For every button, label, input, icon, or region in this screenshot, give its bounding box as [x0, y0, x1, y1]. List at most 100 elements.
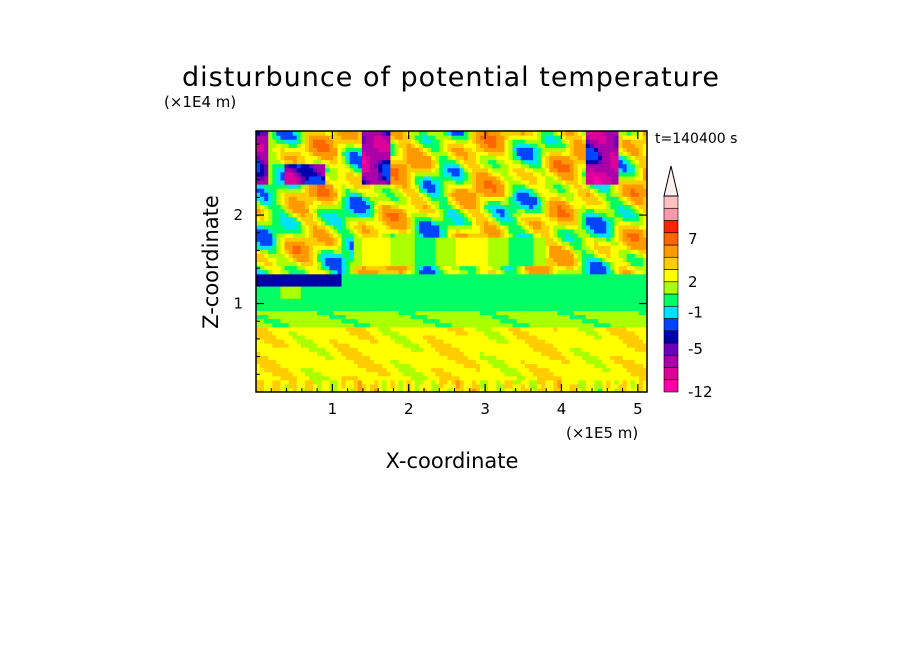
field-cell [516, 285, 522, 291]
field-cell [402, 273, 408, 279]
field-cell [541, 216, 546, 222]
field-cell [422, 232, 428, 238]
field-cell [439, 151, 444, 157]
field-cell [492, 338, 497, 344]
field-cell [410, 147, 416, 152]
field-cell [459, 281, 465, 287]
field-cell [557, 200, 563, 206]
field-cell [284, 196, 290, 201]
field-cell [345, 135, 351, 140]
field-cell [484, 298, 489, 303]
field-cell [280, 159, 286, 165]
field-cell [341, 163, 347, 169]
field-cell [484, 155, 489, 161]
field-cell [451, 175, 457, 181]
field-cell [337, 330, 343, 336]
field-cell [418, 334, 424, 340]
field-cell [504, 343, 510, 348]
field-cell [321, 273, 326, 279]
field-cell [541, 171, 546, 177]
field-cell [553, 347, 558, 352]
field-cell [451, 351, 457, 356]
field-cell [300, 347, 306, 352]
field-cell [431, 204, 436, 210]
field-cell [325, 322, 330, 328]
field-cell [447, 351, 453, 356]
field-cell [431, 383, 436, 389]
field-cell [357, 139, 363, 144]
field-cell [549, 212, 554, 218]
field-cell [394, 163, 400, 169]
field-cell [313, 151, 318, 157]
field-cell [561, 131, 567, 136]
field-cell [492, 371, 497, 377]
field-cell [321, 167, 326, 173]
field-cell [341, 379, 347, 385]
field-cell [329, 383, 334, 389]
field-cell [374, 241, 379, 246]
field-cell [345, 285, 351, 291]
field-cell [317, 232, 322, 238]
field-cell [435, 167, 440, 173]
field-cell [549, 135, 554, 140]
field-cell [256, 196, 261, 201]
field-cell [467, 184, 473, 189]
field-cell [402, 167, 408, 173]
field-cell [325, 179, 330, 185]
field-cell [410, 171, 416, 177]
field-cell [435, 351, 440, 356]
field-cell [272, 257, 277, 263]
field-cell [545, 383, 550, 389]
field-cell [325, 351, 330, 356]
field-cell [520, 383, 526, 389]
field-cell [512, 167, 518, 173]
field-cell [471, 306, 477, 312]
field-cell [443, 192, 449, 197]
field-cell [484, 318, 489, 324]
field-cell [512, 318, 518, 324]
field-cell [439, 200, 444, 206]
field-cell [549, 359, 554, 365]
field-cell [561, 306, 567, 312]
field-cell [288, 257, 294, 263]
field-cell [480, 273, 485, 279]
field-cell [390, 347, 396, 352]
field-cell [292, 310, 298, 316]
field-cell [418, 318, 424, 324]
field-cell [378, 241, 383, 246]
field-cell [471, 383, 477, 389]
field-cell [284, 143, 290, 148]
field-cell [528, 269, 534, 275]
field-cell [475, 184, 481, 189]
field-cell [260, 241, 265, 246]
field-cell [488, 241, 493, 246]
field-cell [296, 269, 302, 275]
field-cell [451, 375, 457, 381]
field-cell [537, 265, 542, 271]
field-cell [427, 151, 432, 157]
field-cell [459, 208, 465, 214]
field-cell [520, 298, 526, 303]
field-cell [361, 367, 367, 373]
field-cell [264, 294, 269, 299]
field-cell [528, 151, 534, 157]
field-cell [333, 351, 339, 356]
field-cell [378, 196, 383, 201]
field-cell [402, 265, 408, 271]
field-cell [500, 155, 506, 161]
field-cell [406, 273, 412, 279]
field-cell [304, 294, 310, 299]
field-cell [500, 334, 506, 340]
field-cell [467, 265, 473, 271]
field-cell [541, 302, 546, 307]
field-cell [557, 371, 563, 377]
field-cell [455, 155, 461, 161]
field-cell [484, 245, 489, 250]
field-cell [516, 245, 522, 250]
field-cell [304, 359, 310, 365]
field-cell [304, 163, 310, 169]
field-cell [386, 200, 391, 206]
field-cell [284, 359, 290, 365]
field-cell [365, 216, 371, 222]
field-cell [447, 375, 453, 381]
